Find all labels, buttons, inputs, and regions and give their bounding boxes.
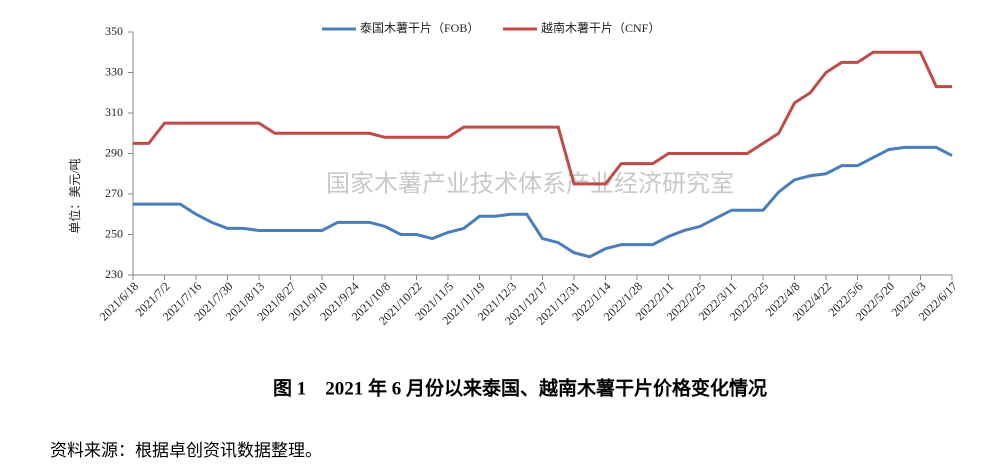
y-tick-label: 230: [105, 267, 123, 281]
watermark: 国家木薯产业技术体系产业经济研究室: [326, 171, 734, 198]
caption: 图 1 2021 年 6 月份以来泰国、越南木薯干片价格变化情况: [273, 376, 767, 399]
x-tick-label: 2021/6/18: [97, 279, 141, 323]
y-tick-label: 350: [105, 24, 123, 38]
y-tick-label: 310: [105, 105, 123, 119]
y-axis-label: 单位：美元/吨: [67, 158, 82, 233]
y-tick-label: 270: [105, 186, 123, 200]
source-note: 资料来源：根据卓创资讯数据整理。: [50, 441, 322, 460]
legend-label: 越南木薯干片（CNF）: [541, 20, 660, 35]
y-tick-label: 290: [105, 145, 123, 159]
y-tick-label: 330: [105, 64, 123, 78]
y-tick-label: 250: [105, 226, 123, 240]
series-line: [133, 145, 953, 259]
legend-label: 泰国木薯干片（FOB）: [360, 21, 479, 35]
series-line: [133, 50, 952, 186]
